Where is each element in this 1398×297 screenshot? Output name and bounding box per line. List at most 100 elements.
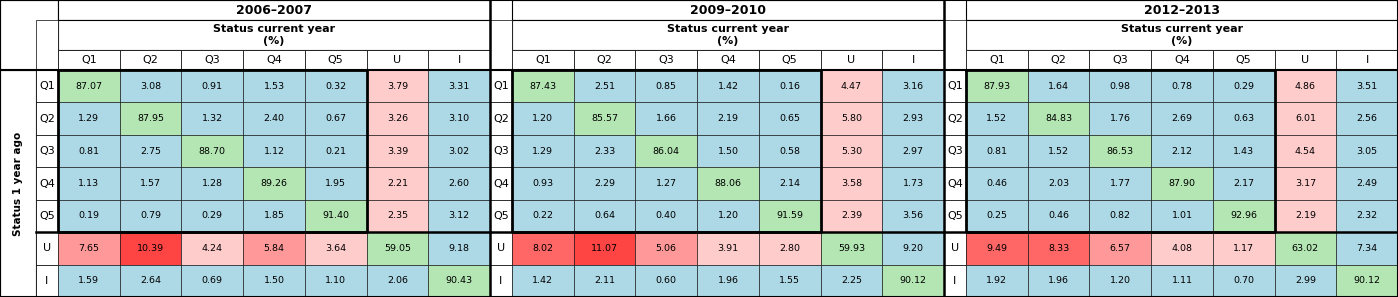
- Text: Q5: Q5: [39, 211, 55, 221]
- Text: 1.10: 1.10: [326, 276, 347, 285]
- Text: 1.85: 1.85: [263, 211, 285, 220]
- Text: 3.91: 3.91: [717, 244, 738, 253]
- Text: 1.29: 1.29: [78, 114, 99, 123]
- Text: 1.27: 1.27: [656, 179, 677, 188]
- Bar: [36, 265, 57, 297]
- Text: 2.19: 2.19: [717, 114, 738, 123]
- Bar: [1089, 102, 1151, 135]
- Bar: [636, 135, 698, 167]
- Text: 0.58: 0.58: [779, 147, 800, 156]
- Bar: [573, 50, 636, 70]
- Text: 3.16: 3.16: [903, 82, 924, 91]
- Text: U: U: [951, 243, 959, 253]
- Bar: [966, 20, 1398, 50]
- Bar: [1028, 50, 1089, 70]
- Text: 11.07: 11.07: [591, 244, 618, 253]
- Bar: [1089, 200, 1151, 232]
- Text: 0.64: 0.64: [594, 211, 615, 220]
- Bar: [698, 50, 759, 70]
- Text: 0.46: 0.46: [987, 179, 1008, 188]
- Text: 1.12: 1.12: [263, 147, 285, 156]
- Text: 1.92: 1.92: [987, 276, 1008, 285]
- Text: 2.14: 2.14: [779, 179, 800, 188]
- Text: 0.79: 0.79: [140, 211, 161, 220]
- Text: 3.17: 3.17: [1295, 179, 1316, 188]
- Text: 2.33: 2.33: [594, 147, 615, 156]
- Text: Q1: Q1: [81, 55, 96, 65]
- Text: U: U: [496, 243, 505, 253]
- Bar: [0, 70, 36, 297]
- Text: 2.80: 2.80: [779, 244, 800, 253]
- Bar: [182, 102, 243, 135]
- Bar: [698, 70, 759, 102]
- Text: 2.12: 2.12: [1172, 147, 1192, 156]
- Text: 4.08: 4.08: [1172, 244, 1192, 253]
- Bar: [944, 265, 966, 297]
- Text: 3.31: 3.31: [449, 82, 470, 91]
- Bar: [182, 135, 243, 167]
- Text: 0.67: 0.67: [326, 114, 347, 123]
- Text: 0.22: 0.22: [533, 211, 554, 220]
- Text: Q3: Q3: [658, 55, 674, 65]
- Text: 2.60: 2.60: [449, 179, 470, 188]
- Text: 1.66: 1.66: [656, 114, 677, 123]
- Text: 1.32: 1.32: [201, 114, 222, 123]
- Text: 2.19: 2.19: [1295, 211, 1316, 220]
- Text: 0.19: 0.19: [78, 211, 99, 220]
- Bar: [1213, 70, 1275, 102]
- Text: 1.11: 1.11: [1172, 276, 1192, 285]
- Text: 1.53: 1.53: [263, 82, 285, 91]
- Bar: [821, 70, 882, 102]
- Bar: [36, 20, 57, 70]
- Text: Q3: Q3: [39, 146, 55, 156]
- Text: 59.93: 59.93: [837, 244, 865, 253]
- Text: 3.08: 3.08: [140, 82, 161, 91]
- Bar: [120, 135, 182, 167]
- Text: Q3: Q3: [493, 146, 509, 156]
- Bar: [1275, 200, 1336, 232]
- Text: Q1: Q1: [493, 81, 509, 91]
- Bar: [491, 200, 512, 232]
- Text: 0.29: 0.29: [201, 211, 222, 220]
- Bar: [36, 200, 57, 232]
- Bar: [1275, 135, 1336, 167]
- Bar: [636, 167, 698, 200]
- Text: 2.49: 2.49: [1356, 179, 1377, 188]
- Bar: [573, 135, 636, 167]
- Bar: [512, 232, 573, 265]
- Text: Q4: Q4: [39, 178, 55, 189]
- Text: 1.42: 1.42: [717, 82, 738, 91]
- Bar: [1336, 200, 1398, 232]
- Bar: [491, 232, 512, 265]
- Bar: [366, 232, 428, 265]
- Bar: [36, 135, 57, 167]
- Bar: [182, 167, 243, 200]
- Bar: [0, 0, 57, 70]
- Text: I: I: [1366, 55, 1369, 65]
- Text: Q2: Q2: [1051, 55, 1067, 65]
- Bar: [305, 50, 366, 70]
- Text: 1.52: 1.52: [1048, 147, 1069, 156]
- Bar: [966, 102, 1028, 135]
- Text: 7.65: 7.65: [78, 244, 99, 253]
- Text: 2.17: 2.17: [1233, 179, 1254, 188]
- Text: 90.12: 90.12: [1353, 276, 1381, 285]
- Bar: [821, 232, 882, 265]
- Text: 59.05: 59.05: [384, 244, 411, 253]
- Bar: [636, 232, 698, 265]
- Bar: [966, 135, 1028, 167]
- Text: 3.12: 3.12: [449, 211, 470, 220]
- Bar: [366, 135, 428, 167]
- Text: Q5: Q5: [493, 211, 509, 221]
- Bar: [1151, 232, 1213, 265]
- Text: 5.06: 5.06: [656, 244, 677, 253]
- Text: I: I: [953, 276, 956, 286]
- Text: 2.64: 2.64: [140, 276, 161, 285]
- Bar: [821, 200, 882, 232]
- Bar: [491, 20, 512, 70]
- Bar: [1151, 50, 1213, 70]
- Bar: [944, 70, 966, 102]
- Text: 2.69: 2.69: [1172, 114, 1192, 123]
- Bar: [243, 200, 305, 232]
- Text: 3.26: 3.26: [387, 114, 408, 123]
